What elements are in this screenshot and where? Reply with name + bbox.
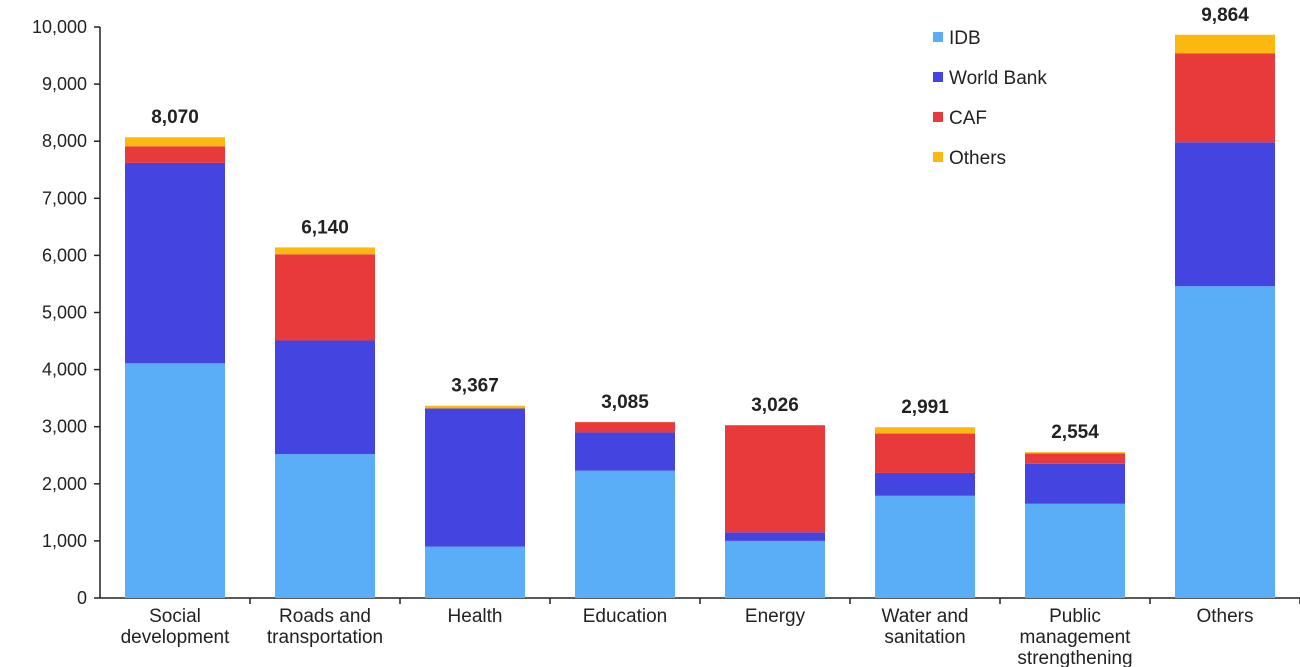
bar-segment-caf	[725, 425, 825, 533]
bar-segment-others	[425, 405, 525, 409]
legend-label: IDB	[949, 28, 981, 49]
bar-total-label: 3,367	[451, 376, 499, 397]
bar-total-label: 8,070	[151, 107, 199, 128]
bar-segment-caf	[875, 433, 975, 473]
bar-segment-world-bank	[1025, 463, 1125, 504]
bar-segment-idb	[875, 495, 975, 598]
bar-segment-idb	[575, 470, 675, 598]
legend-label: World Bank	[949, 68, 1047, 89]
x-category-label: transportation	[267, 627, 383, 648]
bar-segment-caf	[1175, 53, 1275, 143]
legend-swatch	[933, 152, 943, 162]
x-category-label: Social	[149, 606, 201, 627]
bar-total-label: 6,140	[301, 217, 349, 238]
y-tick-label: 2,000	[42, 474, 87, 494]
y-tick-label: 0	[77, 588, 87, 608]
bar-segment-world-bank	[425, 408, 525, 547]
legend: IDB World Bank CAF Others	[933, 28, 1047, 169]
x-category-label: Others	[1196, 606, 1253, 627]
bar-segment-caf	[275, 254, 375, 341]
bar-segment-others	[875, 427, 975, 434]
bar-segment-world-bank	[275, 340, 375, 455]
legend-swatch	[933, 32, 943, 42]
x-category-label: Water and	[882, 606, 969, 627]
bar-segment-idb	[425, 546, 525, 598]
bar-segment-world-bank	[125, 162, 225, 364]
x-category-label: management	[1020, 627, 1132, 648]
bars-group	[125, 34, 1275, 598]
y-tick-label: 10,000	[32, 17, 87, 37]
bar-segment-others	[1025, 452, 1125, 454]
x-category-label: Health	[448, 606, 503, 627]
x-category-label: Energy	[745, 606, 806, 627]
y-tick-label: 3,000	[42, 417, 87, 437]
y-tick-label: 5,000	[42, 303, 87, 323]
legend-swatch	[933, 72, 943, 82]
y-axis: 0 1,000 2,000 3,000 4,000 5,000 6,000 7,000 8,00…	[32, 17, 101, 608]
bar-segment-world-bank	[575, 432, 675, 471]
y-tick-label: 7,000	[42, 188, 87, 208]
bar-total-label: 2,991	[901, 397, 949, 418]
x-category-label: Roads and	[279, 606, 371, 627]
bar-segment-others	[125, 137, 225, 147]
x-category-label: development	[121, 627, 231, 648]
y-tick-label: 9,000	[42, 74, 87, 94]
bar-total-label: 3,026	[751, 395, 799, 416]
x-category-label: Public	[1049, 606, 1101, 627]
legend-label: Others	[949, 148, 1006, 169]
y-tick-label: 8,000	[42, 131, 87, 151]
bar-segment-idb	[1025, 503, 1125, 598]
bar-segment-others	[275, 247, 375, 255]
bar-total-label: 9,864	[1201, 5, 1249, 26]
y-tick-label: 4,000	[42, 360, 87, 380]
legend-swatch	[933, 112, 943, 122]
bar-segment-world-bank	[725, 532, 825, 541]
totals-group: 8,070 6,140 3,367 3,085 3,026 2,991 2,554 9,864	[151, 5, 1249, 443]
bar-segment-others	[1175, 34, 1275, 54]
bar-segment-idb	[1175, 286, 1275, 598]
bar-total-label: 2,554	[1051, 422, 1099, 443]
bar-segment-caf	[125, 146, 225, 163]
bar-total-label: 3,085	[601, 392, 649, 413]
y-tick-label: 6,000	[42, 245, 87, 265]
bar-segment-idb	[125, 363, 225, 598]
x-category-label: Education	[583, 606, 668, 627]
bar-segment-caf	[575, 422, 675, 433]
x-category-label: sanitation	[884, 627, 965, 648]
x-category-label: strengthening	[1017, 648, 1132, 667]
bar-segment-world-bank	[875, 472, 975, 496]
bar-segment-caf	[1025, 453, 1125, 464]
bar-segment-world-bank	[1175, 142, 1275, 287]
bar-segment-idb	[275, 454, 375, 598]
bar-segment-idb	[725, 540, 825, 598]
y-tick-label: 1,000	[42, 531, 87, 551]
legend-label: CAF	[949, 108, 987, 129]
